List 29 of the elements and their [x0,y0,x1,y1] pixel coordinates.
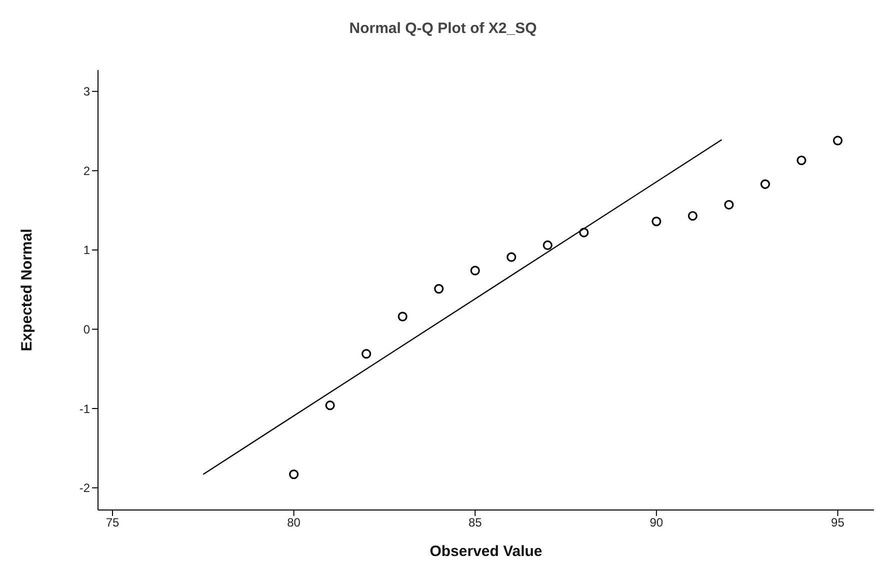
point [434,284,444,294]
x-tick-label: 85 [468,516,482,530]
point [362,349,372,359]
point [398,312,408,322]
point [652,216,662,226]
point [760,179,770,189]
y-tick-label: -2 [79,481,90,496]
point [832,136,843,146]
point [470,266,480,276]
x-tick-label: 75 [106,516,120,530]
point [796,156,806,166]
point [579,228,589,238]
y-tick-label: 3 [83,84,90,99]
point [724,200,734,210]
point [542,240,552,250]
y-tick-label: 0 [83,322,90,337]
chart-title: Normal Q-Q Plot of X2_SQ [348,19,538,39]
y-tick-label: 1 [83,243,90,258]
point [506,252,516,262]
point [688,211,698,221]
y-axis-title: Expected Normal [18,228,36,352]
y-tick-label: 2 [83,164,90,178]
x-tick-label: 90 [650,516,664,530]
point [289,470,299,480]
point [325,400,335,410]
x-axis-title: Observed Value [430,543,542,560]
x-tick-label: 80 [287,516,301,530]
x-tick-label: 95 [831,516,845,530]
y-tick-label: -1 [79,402,90,416]
